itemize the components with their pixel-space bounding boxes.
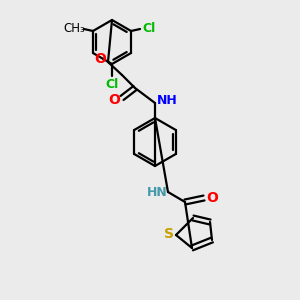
Text: CH₃: CH₃: [63, 22, 85, 34]
Text: O: O: [206, 191, 218, 205]
Text: NH: NH: [157, 94, 177, 107]
Text: HN: HN: [147, 185, 167, 199]
Text: O: O: [108, 93, 120, 107]
Text: O: O: [94, 52, 106, 66]
Text: Cl: Cl: [105, 79, 119, 92]
Text: S: S: [164, 227, 174, 241]
Text: Cl: Cl: [142, 22, 156, 35]
